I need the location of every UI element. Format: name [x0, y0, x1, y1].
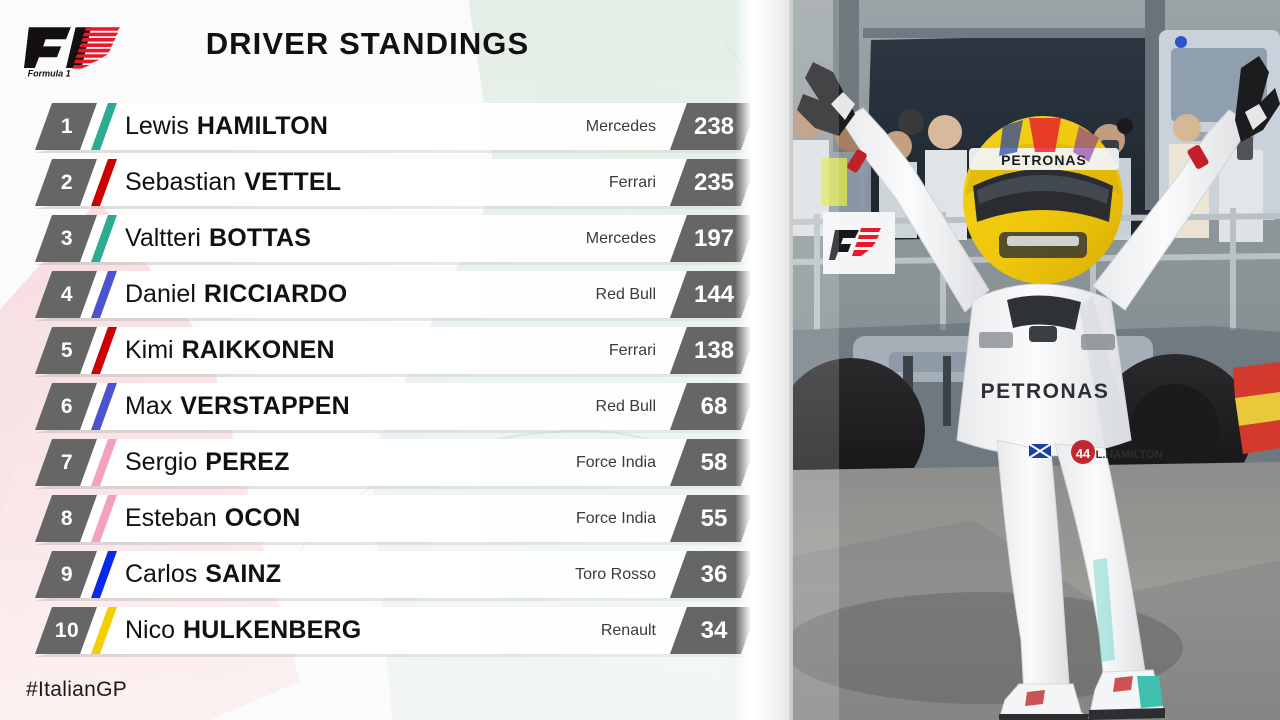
standings-row[interactable]: 6 Max VERSTAPPEN Red Bull 68 — [0, 383, 793, 430]
driver-first-name: Daniel — [125, 280, 196, 308]
driver-name: Sebastian VETTEL — [125, 159, 341, 206]
position-number: 1 — [60, 114, 74, 138]
team-name: Force India — [575, 509, 656, 527]
standings-panel: Formula 1 DRIVER STANDINGS 1 Lewis HAMILTO… — [0, 0, 793, 720]
row-underline — [35, 430, 751, 433]
driver-first-name: Max — [125, 392, 173, 420]
standings-list: 1 Lewis HAMILTON Mercedes 238 2 Sebastian VETTE… — [0, 103, 793, 663]
standings-row[interactable]: 2 Sebastian VETTEL Ferrari 235 — [0, 159, 793, 206]
celebration-photo: PETRONAS PETRONAS — [793, 0, 1280, 720]
driver-name: Max VERSTAPPEN — [125, 383, 350, 430]
standings-row[interactable]: 1 Lewis HAMILTON Mercedes 238 — [0, 103, 793, 150]
row-background — [35, 383, 758, 430]
driver-first-name: Valtteri — [125, 224, 201, 252]
driver-last-name: RICCIARDO — [203, 280, 348, 308]
row-background — [35, 439, 758, 486]
position-number: 6 — [60, 394, 74, 418]
row-background — [35, 271, 758, 318]
driver-name: Daniel RICCIARDO — [125, 271, 347, 318]
row-underline — [35, 486, 751, 489]
car-number-text: 44 — [1076, 446, 1091, 461]
standings-row[interactable]: 8 Esteban OCON Force India 55 — [0, 495, 793, 542]
row-underline — [35, 542, 751, 545]
team-name: Red Bull — [595, 397, 656, 415]
standings-row[interactable]: 10 Nico HULKENBERG Renault 34 — [0, 607, 793, 654]
driver-first-name: Carlos — [125, 560, 198, 588]
team-name: Ferrari — [608, 173, 656, 191]
driver-name: Nico HULKENBERG — [125, 607, 361, 654]
row-underline — [35, 654, 751, 657]
row-background — [35, 495, 758, 542]
row-underline — [35, 150, 751, 153]
team-name: Mercedes — [585, 117, 656, 135]
position-number: 3 — [60, 226, 74, 250]
driver-last-name: HAMILTON — [196, 112, 329, 140]
row-underline — [35, 374, 751, 377]
driver-name: Sergio PEREZ — [125, 439, 290, 486]
driver-last-name: VERSTAPPEN — [180, 392, 350, 420]
driver-first-name: Nico — [125, 616, 176, 644]
position-number: 10 — [54, 618, 80, 642]
position-number: 4 — [60, 282, 74, 306]
f1-logo: Formula 1 — [24, 22, 120, 78]
standings-row[interactable]: 7 Sergio PEREZ Force India 58 — [0, 439, 793, 486]
row-underline — [35, 262, 751, 265]
position-number: 2 — [60, 170, 74, 194]
position-number: 7 — [60, 450, 74, 474]
driver-name: Lewis HAMILTON — [125, 103, 328, 150]
driver-last-name: HULKENBERG — [183, 616, 362, 644]
page-title: DRIVER STANDINGS — [205, 26, 530, 61]
row-background — [35, 551, 758, 598]
team-name: Mercedes — [585, 229, 656, 247]
standings-row[interactable]: 9 Carlos SAINZ Toro Rosso 36 — [0, 551, 793, 598]
driver-name: Valtteri BOTTAS — [125, 215, 311, 262]
driver-last-name: VETTEL — [244, 168, 342, 196]
driver-name: Kimi RAIKKONEN — [125, 327, 335, 374]
team-name: Force India — [575, 453, 656, 471]
team-name: Ferrari — [608, 341, 656, 359]
driver-first-name: Esteban — [125, 504, 217, 532]
driver-first-name: Kimi — [125, 336, 174, 364]
suit-sponsor-text: PETRONAS — [981, 380, 1110, 403]
team-name: Red Bull — [595, 285, 656, 303]
event-hashtag: #ItalianGP — [26, 678, 128, 701]
standings-row[interactable]: 3 Valtteri BOTTAS Mercedes 197 — [0, 215, 793, 262]
row-underline — [35, 206, 751, 209]
driver-name: Esteban OCON — [125, 495, 301, 542]
row-underline — [35, 598, 751, 601]
position-number: 8 — [60, 506, 74, 530]
driver-first-name: Sergio — [125, 448, 198, 476]
f1-logo-wordmark: Formula 1 — [28, 68, 71, 78]
row-background — [35, 607, 758, 654]
driver-last-name: BOTTAS — [208, 224, 312, 252]
standings-row[interactable]: 4 Daniel RICCIARDO Red Bull 144 — [0, 271, 793, 318]
row-background — [35, 215, 758, 262]
position-number: 5 — [60, 338, 74, 362]
standings-row[interactable]: 5 Kimi RAIKKONEN Ferrari 138 — [0, 327, 793, 374]
driver-last-name: SAINZ — [205, 560, 282, 588]
helmet-sponsor-text: PETRONAS — [1001, 152, 1087, 168]
row-background — [35, 159, 758, 206]
row-background — [35, 327, 758, 374]
driver-first-name: Sebastian — [125, 168, 237, 196]
team-name: Toro Rosso — [575, 565, 656, 583]
position-number: 9 — [60, 562, 74, 586]
driver-last-name: PEREZ — [205, 448, 290, 476]
driver-last-name: RAIKKONEN — [181, 336, 335, 364]
driver-last-name: OCON — [224, 504, 301, 532]
team-name: Renault — [600, 621, 656, 639]
row-background — [35, 103, 758, 150]
row-underline — [35, 318, 751, 321]
driver-name: Carlos SAINZ — [125, 551, 281, 598]
driver-name-patch: L.HAMILTON — [1096, 449, 1163, 461]
driver-first-name: Lewis — [125, 112, 189, 140]
